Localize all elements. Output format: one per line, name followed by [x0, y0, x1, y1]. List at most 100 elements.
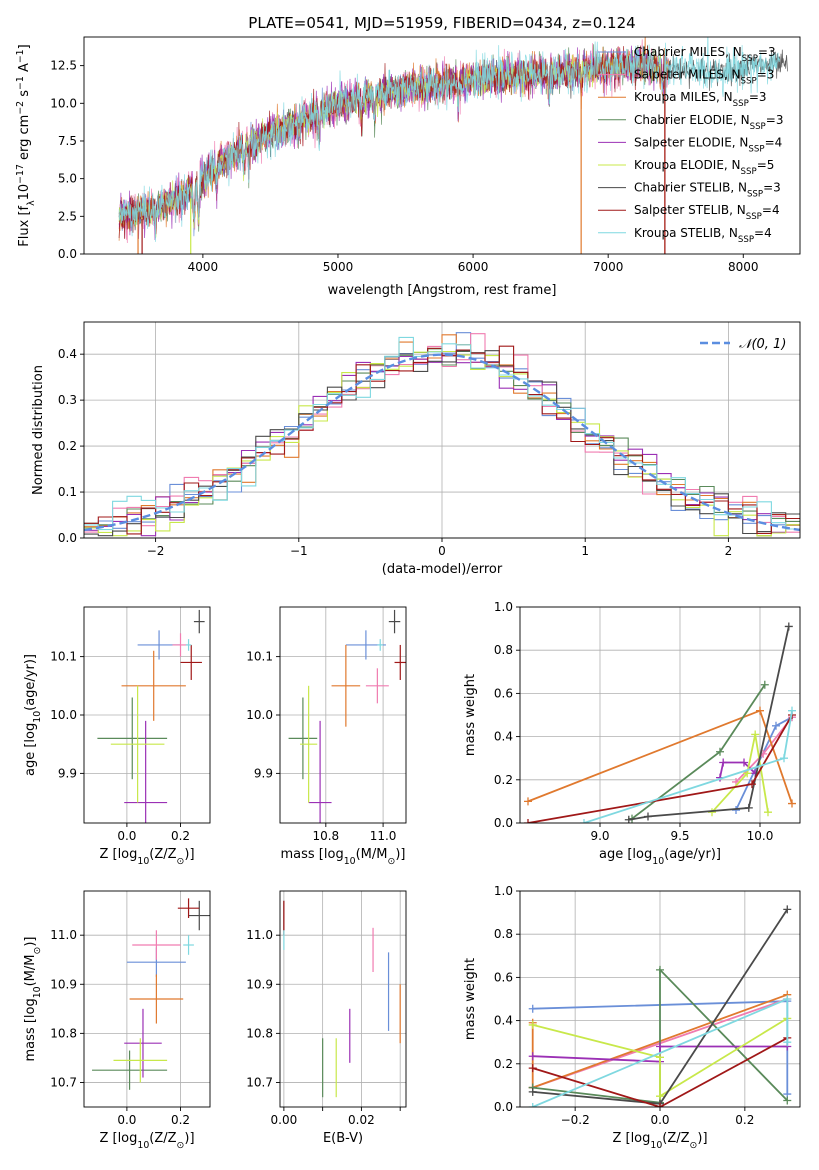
data-point-marker — [744, 803, 753, 812]
label-part: E(B-V) — [323, 1131, 363, 1146]
label-part: )] — [697, 1131, 707, 1146]
label-part: (Z/Z — [149, 847, 176, 862]
point-s-stelib — [394, 644, 406, 680]
label-part: ⊙ — [177, 1140, 185, 1151]
label-part: SSP — [742, 54, 758, 64]
label-part: =4 — [754, 226, 772, 240]
label-part: −2 — [15, 101, 26, 115]
data-point-marker — [780, 754, 788, 763]
data-point-marker — [760, 680, 769, 689]
data-point-marker — [644, 812, 652, 821]
label-part: (M/M — [23, 955, 38, 987]
data-point-marker — [783, 1038, 792, 1047]
x-axis-label: E(B-V) — [323, 1131, 363, 1146]
point-k-elodie — [110, 685, 165, 803]
y-axis-label: Normed distribution — [31, 365, 46, 495]
point-k-stelib — [377, 639, 384, 651]
legend-entry: Chabrier STELIB, NSSP=3 — [634, 181, 781, 200]
legend: 𝒩(0, 1) — [700, 337, 786, 352]
x-tick-label: 8000 — [728, 260, 759, 274]
label-part: )] — [184, 847, 194, 862]
data-point-marker — [656, 965, 664, 974]
y-tick-label: 9.9 — [58, 766, 77, 780]
histogram-s-elodie — [84, 354, 800, 537]
label-part: (data-model)/error — [382, 562, 503, 577]
point-c-elodie — [97, 697, 168, 780]
legend-entry: Kroupa STELIB, NSSP=4 — [634, 226, 772, 245]
y-tick-label: 10.0 — [246, 708, 273, 722]
mass-vs-ebv-plot-area — [283, 900, 401, 1098]
series-line — [532, 967, 788, 1104]
x-tick-label: 0.0 — [117, 829, 136, 843]
data-point-marker — [524, 797, 532, 806]
data-point-marker — [528, 1004, 537, 1013]
series-line — [532, 1017, 788, 1098]
age-vs-z-plot-area — [97, 609, 205, 823]
point-k-stelib — [185, 639, 192, 651]
label-part: )] — [395, 847, 405, 862]
point-c-stelib — [188, 900, 210, 931]
data-point-marker — [716, 747, 724, 756]
series-k-elodie — [528, 1014, 792, 1101]
label-part: −17 — [15, 164, 26, 184]
y-tick-label: 1.0 — [494, 600, 513, 614]
data-point-marker — [656, 1092, 664, 1101]
label-part: A — [17, 63, 32, 76]
label-part: Kroupa ELODIE, N — [634, 158, 741, 172]
x-axis-label: Z [log10(Z/Z⊙)] — [612, 1131, 707, 1151]
point-s-stelib — [180, 644, 202, 680]
spectrum-k-stelib — [118, 37, 781, 242]
label-part: 10 — [344, 856, 356, 867]
label-part: (Z/Z — [662, 1131, 689, 1146]
label-part: wavelength [Angstrom, rest frame] — [328, 283, 557, 298]
data-point-marker — [580, 819, 588, 823]
x-tick-label: 5000 — [323, 260, 354, 274]
residuals-axes: −2 −1 0 1 2 0.0 0.1 0.2 0.3 0.4 (data-model)/error… — [31, 321, 801, 577]
point-k-stelib — [183, 935, 194, 955]
label-part: =3 — [763, 181, 781, 195]
data-point-marker — [783, 995, 792, 1003]
y-tick-label: 0.4 — [494, 1014, 513, 1028]
label-part: Kroupa MILES, N — [634, 90, 733, 104]
point-k-elodie — [300, 685, 318, 803]
label-part: =4 — [762, 203, 780, 217]
data-point-marker — [528, 1103, 537, 1107]
y-tick-label: 7.5 — [58, 134, 77, 148]
y-tick-label: 9.9 — [254, 766, 273, 780]
point-s-miles — [132, 930, 181, 960]
x-tick-label: 10.8 — [312, 829, 339, 843]
legend-entry: Salpeter MILES, NSSP=3 — [634, 68, 774, 87]
point-s-elodie — [124, 720, 168, 823]
axes-frame — [83, 36, 801, 255]
label-part: SSP — [741, 167, 757, 177]
y-tick-label: 12.5 — [50, 59, 77, 73]
label-part: Chabrier STELIB, N — [634, 181, 747, 195]
point-k-miles — [129, 974, 184, 1024]
spectrum-plot-area — [118, 37, 788, 254]
data-point-marker — [528, 1087, 537, 1096]
y-tick-label: 0.0 — [58, 531, 77, 545]
series-line — [532, 1037, 788, 1107]
label-part: −1 — [15, 76, 26, 90]
series-line — [711, 734, 769, 813]
x-tick-label: −0.2 — [561, 1113, 590, 1127]
histogram-c-stelib — [84, 350, 800, 537]
axes-frame — [519, 606, 801, 824]
label-part: (M/M — [356, 847, 388, 862]
histogram-k-stelib — [84, 336, 800, 531]
y-axis-label: Flux [fλ10−17 erg cm−2 s−1 A−1] — [15, 44, 37, 246]
point-s-elodie — [124, 1008, 162, 1078]
legend-entry: Salpeter STELIB, NSSP=4 — [634, 203, 780, 222]
data-point-marker — [788, 706, 796, 715]
label-part: SSP — [748, 144, 764, 154]
x-tick-label: 0.0 — [650, 1113, 669, 1127]
x-tick-label: 7000 — [593, 260, 624, 274]
series-k-miles — [524, 706, 796, 808]
y-tick-label: 0.0 — [58, 247, 77, 261]
label-part: Z [log — [612, 1131, 650, 1146]
label-part: ⊙ — [387, 856, 395, 867]
label-part: =3 — [758, 45, 776, 59]
y-tick-label: 10.7 — [50, 1075, 77, 1089]
label-part: s — [17, 90, 32, 101]
point-c-elodie — [92, 1050, 168, 1090]
